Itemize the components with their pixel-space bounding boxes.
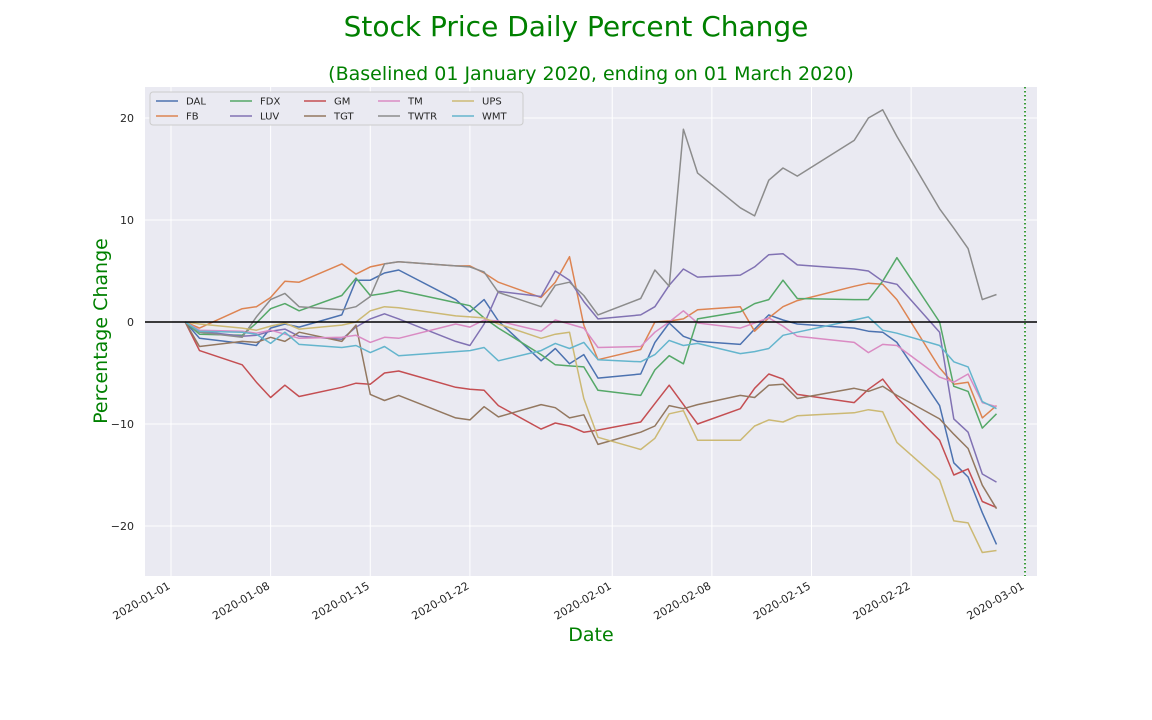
legend-label-fdx: FDX — [260, 97, 280, 108]
y-tick-label: −20 — [111, 520, 134, 533]
x-axis-label: Date — [568, 624, 613, 646]
y-tick-label: 0 — [127, 316, 134, 329]
legend-label-wmt: WMT — [482, 112, 508, 123]
series-line-ups — [185, 305, 997, 554]
legend-label-gm: GM — [334, 97, 350, 108]
x-tick-label: 2020-02-22 — [851, 579, 913, 622]
chart-title: Stock Price Daily Percent Change — [344, 10, 809, 43]
series-line-tgt — [184, 321, 998, 510]
y-tick-labels: 20 10 0 −10 −20 — [111, 112, 134, 533]
series-line-twtr — [184, 109, 997, 339]
y-tick-label: 20 — [120, 112, 134, 125]
x-tick-label: 2020-01-22 — [410, 579, 472, 622]
x-tick-labels: 2020-01-01 2020-01-08 2020-01-15 2020-01-22… — [111, 579, 1027, 622]
series-line-dal — [184, 269, 998, 545]
x-tick-label: 2020-01-01 — [111, 579, 173, 622]
legend-label-tgt: TGT — [333, 112, 355, 123]
series-line-tm — [184, 310, 997, 408]
y-axis-label: Percentage Change — [90, 238, 112, 424]
series-line-fb — [184, 255, 997, 419]
chart-subtitle: (Baselined 01 January 2020, ending on 01… — [328, 63, 854, 85]
legend-label-twtr: TWTR — [407, 112, 437, 123]
legend-label-ups: UPS — [482, 97, 502, 108]
legend-label-tm: TM — [407, 97, 423, 108]
x-tick-label: 2020-03-01 — [965, 579, 1027, 622]
legend-label-fb: FB — [186, 112, 199, 123]
x-tick-label: 2020-02-15 — [751, 579, 813, 622]
y-tick-label: −10 — [111, 418, 134, 431]
legend-label-luv: LUV — [260, 112, 279, 123]
x-tick-label: 2020-01-08 — [210, 579, 272, 622]
legend-label-dal: DAL — [186, 97, 206, 108]
x-tick-label: 2020-02-01 — [552, 579, 614, 622]
y-tick-label: 10 — [120, 214, 134, 227]
series-line-fdx — [184, 256, 998, 429]
series-lines — [145, 87, 1037, 576]
series-line-wmt — [184, 316, 997, 410]
x-tick-label: 2020-01-15 — [310, 579, 372, 622]
x-tick-label: 2020-02-08 — [651, 579, 713, 622]
legend: DAL FB FDX LUV GM TGT TM TWTR UPS WMT — [149, 91, 524, 126]
plot-area — [145, 87, 1037, 576]
